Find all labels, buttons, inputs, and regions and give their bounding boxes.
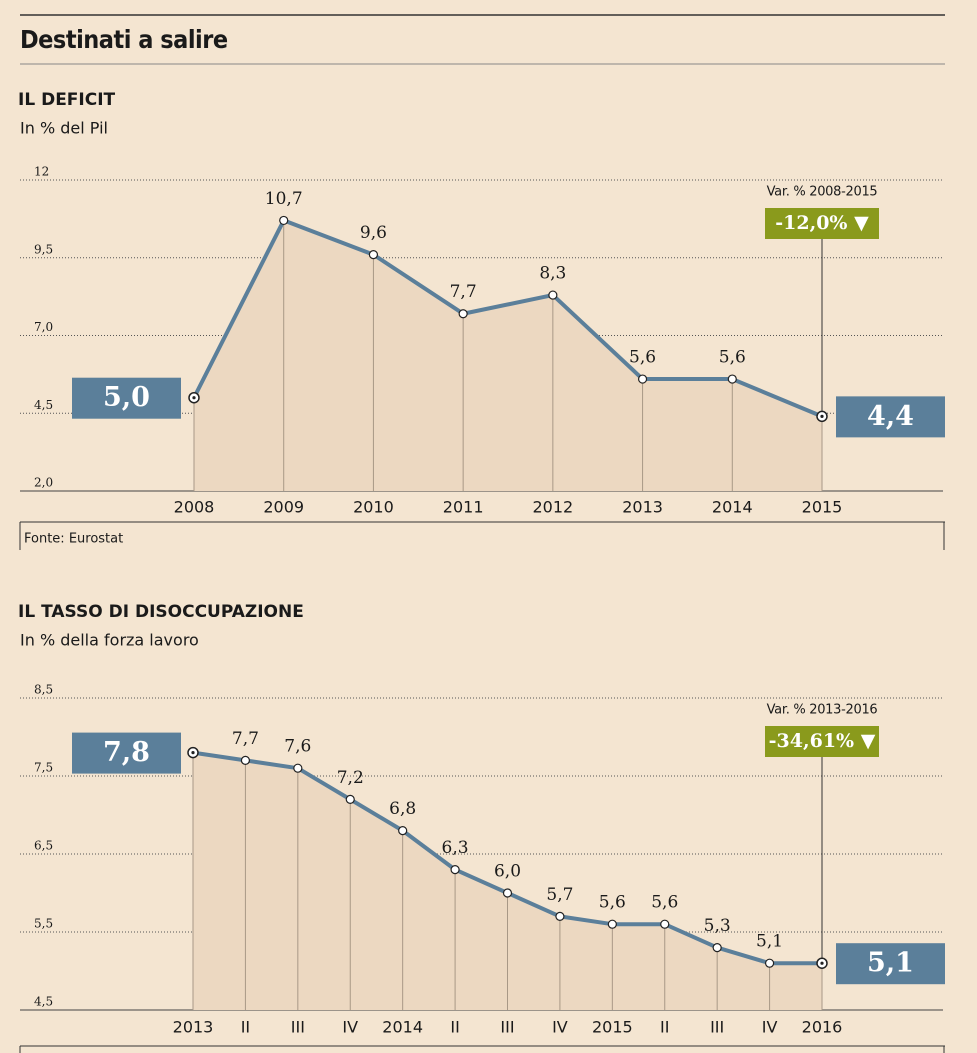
change-label: -12,0% ▼ [775,212,869,234]
chart-subtitle: In % della forza lavoro [20,631,199,650]
annotation: Var. % 2008-2015 [767,185,878,200]
chart-subtitle: In % del Pil [20,119,108,138]
y-tick-label: 4,5 [34,995,53,1009]
change-box [765,726,879,757]
chart-title: IL TASSO DI DISOCCUPAZIONE [18,602,304,622]
point [502,888,513,898]
y-tick-label: 6,5 [34,839,53,853]
value-box [836,943,945,985]
point-center [192,396,196,400]
point [293,763,303,773]
value-label: 6,3 [442,838,469,858]
point [345,794,355,805]
x-tick-label: IV [342,1018,358,1037]
value-box [72,732,181,774]
chart-title: IL DEFICIT [18,90,116,110]
source: Fonte: Eurostat [24,532,123,547]
point-center [820,961,824,965]
x-tick-label: 2016 [802,1018,843,1037]
value-label: 10,7 [265,189,303,209]
x-tick-label: IV [762,1018,778,1037]
point [240,755,251,766]
value-label: 5,1 [756,932,783,952]
point [764,958,775,968]
x-tick-label: 2012 [532,498,573,517]
point [712,942,722,953]
x-tick-label: 2014 [382,1018,423,1037]
x-tick-label: 2013 [173,1018,214,1037]
point [607,919,617,929]
value-label: 6,8 [389,799,416,819]
line [192,218,823,419]
x-tick-label: 2009 [263,498,304,517]
value-label: 9,6 [360,223,387,243]
point [398,825,408,836]
value-label: 5,1 [867,948,914,979]
x-tick-label: 2015 [802,498,843,517]
value-label: 5,6 [651,893,678,913]
x-tick-label: IV [552,1018,568,1037]
x-tick-label: II [241,1018,250,1037]
y-tick-label: 2,0 [34,476,53,490]
x-tick-label: 2010 [353,498,394,517]
point [548,290,558,300]
point [368,250,379,260]
x-tick-label: 2013 [622,498,663,517]
y-tick-label: 8,5 [34,683,53,697]
point [458,309,468,319]
x-tick-label: III [291,1018,305,1037]
value-label: 5,6 [629,348,656,368]
point-center [820,414,824,418]
value-box [72,377,181,419]
x-tick-label: II [660,1018,669,1037]
value-box [836,396,945,438]
value-label: 5,0 [103,382,150,413]
change-label: -34,61% ▼ [769,730,876,752]
page-title: Destinati a salire [20,25,228,54]
x-tick-label: II [450,1018,459,1037]
y-tick-label: 7,5 [34,761,53,775]
point [555,911,565,922]
point [279,215,289,226]
value-label: 7,7 [232,729,259,749]
point [660,919,670,929]
x-tick-label: 2011 [443,498,484,517]
point [637,374,648,384]
value-label: 7,2 [337,768,364,788]
x-tick-label: III [500,1018,514,1037]
value-label: 7,6 [284,737,311,757]
y-tick-label: 7,0 [34,320,53,334]
annotation: Var. % 2013-2016 [767,703,878,718]
y-tick-label: 12 [34,165,49,179]
point-center [191,751,195,755]
area [194,220,822,491]
point [727,374,737,384]
y-tick-label: 4,5 [34,398,53,412]
value-label: 5,3 [704,916,731,936]
value-label: 5,6 [599,893,626,913]
point [450,864,460,875]
value-label: 6,0 [494,862,521,882]
y-tick-label: 5,5 [34,917,53,931]
x-tick-label: 2008 [174,498,215,517]
value-label: 5,7 [546,885,573,905]
value-label: 7,7 [450,282,477,302]
value-label: 7,8 [103,737,150,768]
value-label: 4,4 [867,401,914,432]
y-tick-label: 9,5 [34,242,53,256]
x-tick-label: III [710,1018,724,1037]
x-tick-label: 2015 [592,1018,633,1037]
value-label: 5,6 [719,348,746,368]
value-label: 8,3 [539,264,566,284]
x-tick-label: 2014 [712,498,753,517]
change-box [765,208,879,239]
